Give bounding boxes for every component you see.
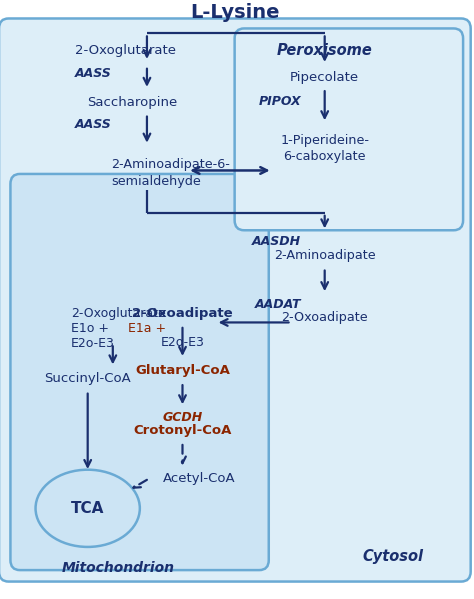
Text: GCDH: GCDH bbox=[163, 411, 202, 423]
Text: Acetyl-CoA: Acetyl-CoA bbox=[163, 472, 236, 485]
Text: Peroxisome: Peroxisome bbox=[277, 43, 373, 58]
Text: 2-Oxoglutarate: 2-Oxoglutarate bbox=[75, 44, 176, 58]
Text: semialdehyde: semialdehyde bbox=[111, 175, 201, 188]
Text: 6-caboxylate: 6-caboxylate bbox=[283, 150, 366, 163]
Text: 2-Oxoadipate: 2-Oxoadipate bbox=[132, 307, 233, 320]
Ellipse shape bbox=[36, 470, 140, 547]
Text: TCA: TCA bbox=[71, 501, 104, 516]
Text: AASS: AASS bbox=[74, 118, 111, 131]
FancyBboxPatch shape bbox=[235, 28, 463, 230]
Text: Glutaryl-CoA: Glutaryl-CoA bbox=[135, 364, 230, 377]
Text: Pipecolate: Pipecolate bbox=[290, 71, 359, 84]
Text: E1a +: E1a + bbox=[128, 322, 166, 335]
Text: Saccharopine: Saccharopine bbox=[88, 96, 178, 108]
Text: 2-Aminoadipate-6-: 2-Aminoadipate-6- bbox=[111, 158, 230, 171]
Text: AASDH: AASDH bbox=[252, 235, 301, 248]
Text: E2o-E3: E2o-E3 bbox=[161, 336, 204, 349]
Text: AADAT: AADAT bbox=[255, 298, 301, 310]
FancyBboxPatch shape bbox=[10, 174, 269, 570]
Text: E1o +: E1o + bbox=[71, 322, 109, 335]
Text: 2-Aminoadipate: 2-Aminoadipate bbox=[274, 249, 375, 262]
Text: Cytosol: Cytosol bbox=[363, 549, 424, 564]
Text: E2o-E3: E2o-E3 bbox=[71, 337, 115, 350]
Text: AASS: AASS bbox=[74, 67, 111, 80]
Text: 1-Piperideine-: 1-Piperideine- bbox=[280, 134, 369, 147]
Text: 2-Oxoglutarate: 2-Oxoglutarate bbox=[71, 307, 166, 320]
FancyBboxPatch shape bbox=[0, 19, 471, 582]
Text: PIPOX: PIPOX bbox=[258, 95, 301, 108]
Text: Mitochondrion: Mitochondrion bbox=[62, 561, 175, 575]
Text: Crotonyl-CoA: Crotonyl-CoA bbox=[133, 424, 232, 437]
Text: 2-Oxoadipate: 2-Oxoadipate bbox=[282, 311, 368, 324]
Text: L-Lysine: L-Lysine bbox=[190, 2, 279, 22]
Text: Succinyl-CoA: Succinyl-CoA bbox=[44, 372, 131, 385]
